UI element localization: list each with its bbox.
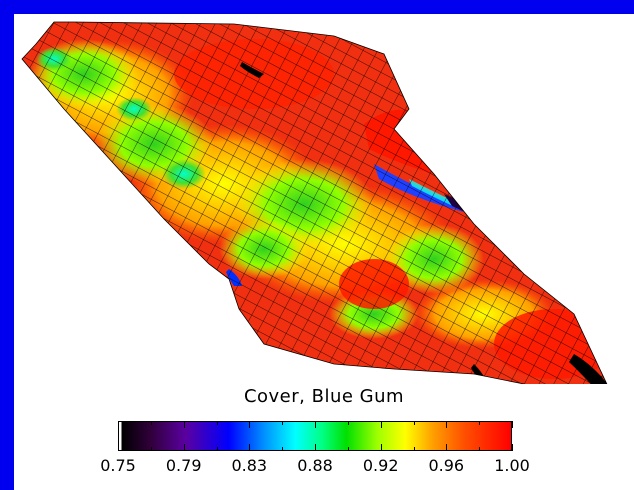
- colorbar-major-tick: [183, 444, 185, 451]
- colorbar-major-tick: [183, 421, 185, 428]
- tick-label: 1.00: [494, 456, 530, 475]
- tick-label: 0.96: [428, 456, 465, 475]
- colorbar-major-tick: [512, 444, 513, 451]
- tick-label: 0.83: [231, 456, 268, 475]
- colorbar-major-tick: [315, 444, 316, 451]
- colorbar-minor-tick: [347, 447, 349, 451]
- colorbar-minor-tick: [282, 421, 284, 425]
- colorbar-minor-tick: [413, 421, 415, 425]
- colorbar-major-tick: [446, 444, 448, 451]
- colorbar-minor-tick: [216, 447, 218, 451]
- colorbar-minor-tick: [479, 421, 481, 425]
- tick-label: 0.79: [165, 456, 202, 475]
- colorbar-major-tick: [118, 421, 119, 428]
- plot-frame: Cover, Blue Gum 0.75 0.79 0.83 0.88 0.92…: [14, 14, 634, 490]
- colorbar-minor-tick: [479, 447, 481, 451]
- colorbar-title: Cover, Blue Gum: [243, 386, 405, 407]
- tick-label: 0.75: [100, 456, 136, 475]
- tick-label: 0.92: [362, 456, 399, 475]
- colorbar-minor-tick: [216, 421, 218, 425]
- colorbar-minor-tick: [413, 447, 415, 451]
- colorbar-major-tick: [249, 444, 251, 451]
- colorbar-major-tick: [512, 421, 513, 428]
- tick-label: 0.88: [297, 456, 333, 475]
- colorbar-major-tick: [118, 444, 119, 451]
- colorbar-tick-labels: 0.75 0.79 0.83 0.88 0.92 0.96 1.00: [14, 456, 634, 480]
- colorbar-major-tick: [380, 421, 382, 428]
- colorbar-minor-tick: [347, 421, 349, 425]
- colorbar-major-tick: [380, 444, 382, 451]
- surface-mesh-plot: [21, 21, 620, 384]
- colorbar-minor-tick: [282, 447, 284, 451]
- colorbar-major-tick: [249, 421, 251, 428]
- colorbar-major-tick: [315, 421, 316, 428]
- colorbar-minor-tick: [150, 421, 152, 425]
- colorbar-minor-tick: [150, 447, 152, 451]
- colorbar-major-tick: [446, 421, 448, 428]
